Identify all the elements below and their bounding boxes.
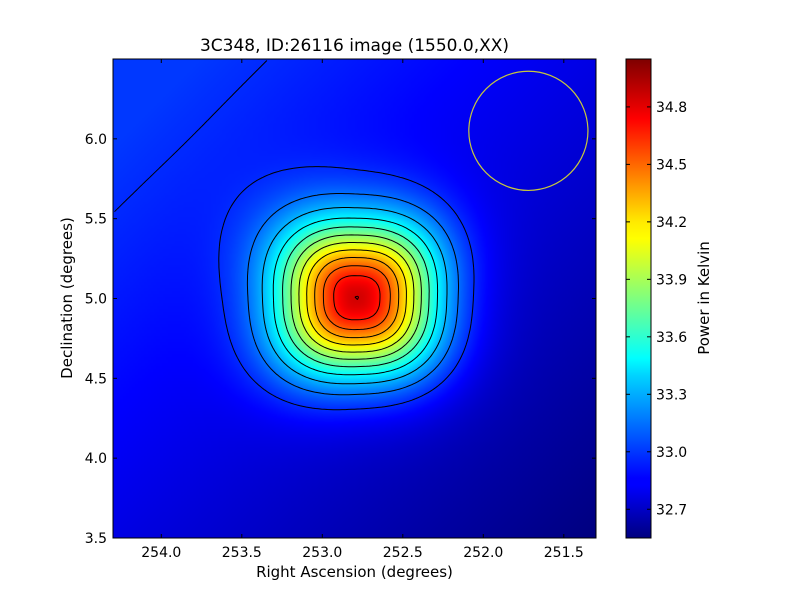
- heatmap-area: [113, 59, 596, 538]
- y-tick-label: 5.0: [85, 292, 107, 308]
- contour-line: [290, 234, 422, 360]
- chart-title: 3C348, ID:26116 image (1550.0,XX): [200, 36, 509, 56]
- contour-line: [114, 60, 475, 411]
- contour-line: [272, 217, 439, 376]
- colorbar-tick-label: 34.8: [656, 100, 687, 116]
- y-axis: 3.5 4.0 4.5 5.0 5.5 6.0: [85, 132, 596, 547]
- colorbar-ticks: 32.7 33.0 33.3 33.6 33.9 34.2 34.5 34.8: [626, 100, 687, 518]
- x-axis-label: Right Ascension (degrees): [256, 563, 453, 581]
- contour-lines: [114, 60, 475, 411]
- contour-line: [354, 295, 360, 300]
- contour-line: [306, 249, 407, 346]
- y-tick-label: 4.5: [85, 371, 107, 387]
- colorbar-label: Power in Kelvin: [695, 241, 713, 355]
- colorbar-tick-label: 33.3: [656, 387, 687, 403]
- contour-line: [333, 275, 381, 321]
- contour-line: [246, 193, 459, 396]
- y-tick-label: 3.5: [85, 531, 107, 547]
- y-axis-label: Declination (degrees): [58, 217, 76, 379]
- contour-line: [282, 226, 430, 368]
- colorbar-tick-label: 33.0: [656, 445, 687, 461]
- colorbar-tick-label: 34.5: [656, 157, 687, 173]
- x-tick-label: 253.5: [222, 545, 262, 561]
- y-tick-label: 5.5: [85, 212, 107, 228]
- colorbar-tick-label: 33.6: [656, 330, 687, 346]
- y-tick-label: 6.0: [85, 132, 107, 148]
- x-tick-label: 252.5: [383, 545, 423, 561]
- colorbar: [625, 58, 652, 539]
- x-tick-label: 253.0: [302, 545, 342, 561]
- x-tick-label: 254.0: [141, 545, 181, 561]
- contour-line: [261, 207, 448, 385]
- y-tick-label: 4.0: [85, 451, 107, 467]
- colorbar-tick-label: 34.2: [656, 215, 687, 231]
- x-tick-label: 251.5: [544, 545, 584, 561]
- contour-line: [298, 242, 415, 353]
- colorbar-tick-label: 33.9: [656, 272, 687, 288]
- contour-line: [314, 257, 400, 339]
- beam-circle: [468, 70, 589, 192]
- heatmap-image: [113, 59, 596, 538]
- x-axis: 254.0 253.5 253.0 252.5 252.0 251.5: [141, 59, 584, 561]
- x-tick-label: 252.0: [463, 545, 503, 561]
- contour-line: [322, 265, 391, 331]
- colorbar-tick-label: 32.7: [656, 502, 687, 518]
